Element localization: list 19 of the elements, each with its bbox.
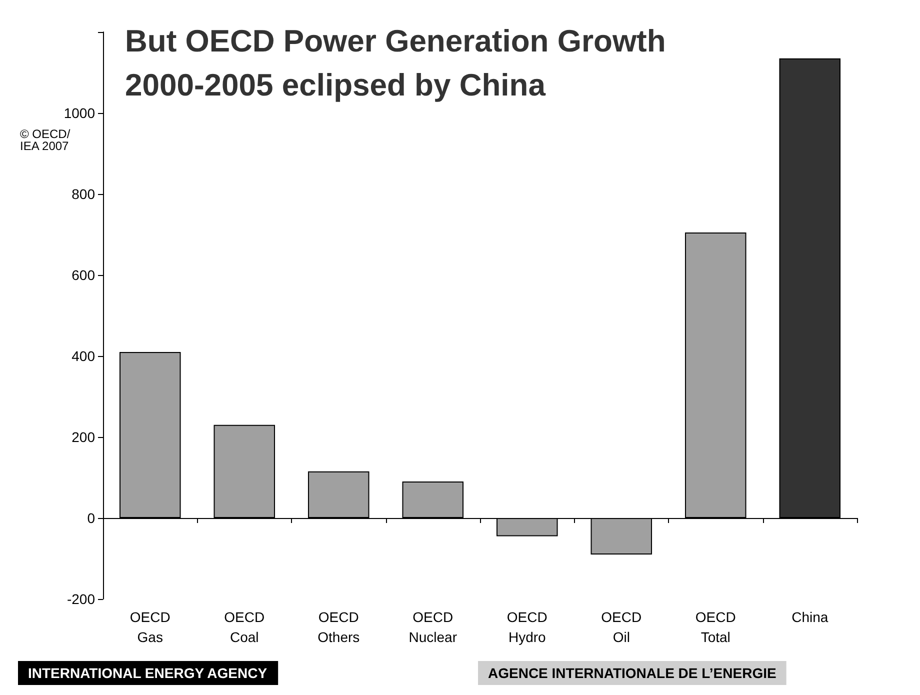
x-tick-label: OECD Others bbox=[318, 609, 360, 645]
chart-title: But OECD Power Generation Growth 2000-2005 eclipsed by China bbox=[125, 24, 666, 102]
text: INTERNATIONAL ENERGY AGENCY bbox=[28, 665, 268, 681]
y-tick-label: 600 bbox=[72, 267, 96, 283]
y-tick-label: 200 bbox=[72, 429, 96, 445]
x-tick-label: OECD Coal bbox=[224, 609, 265, 645]
x-tick-label: OECD Oil bbox=[601, 609, 642, 645]
y-tick-label: 0 bbox=[87, 510, 96, 526]
x-tick-label: OECD Gas bbox=[130, 609, 170, 645]
text: AGENCE INTERNATIONALE DE L’ENERGIE bbox=[488, 665, 776, 681]
y-tick-label: 400 bbox=[72, 348, 96, 364]
x-tick-label: OECD Nuclear bbox=[408, 609, 458, 645]
y-tick-label: 1000 bbox=[64, 105, 96, 121]
text: © OECD/IEA 2007 bbox=[20, 127, 71, 153]
x-tick-label: China bbox=[792, 609, 828, 625]
y-tick-label: 800 bbox=[72, 186, 96, 202]
x-tick-label: OECD Total bbox=[695, 609, 736, 645]
y-tick-label: -200 bbox=[66, 591, 96, 607]
x-tick-label: OECD Hydro bbox=[506, 609, 548, 645]
